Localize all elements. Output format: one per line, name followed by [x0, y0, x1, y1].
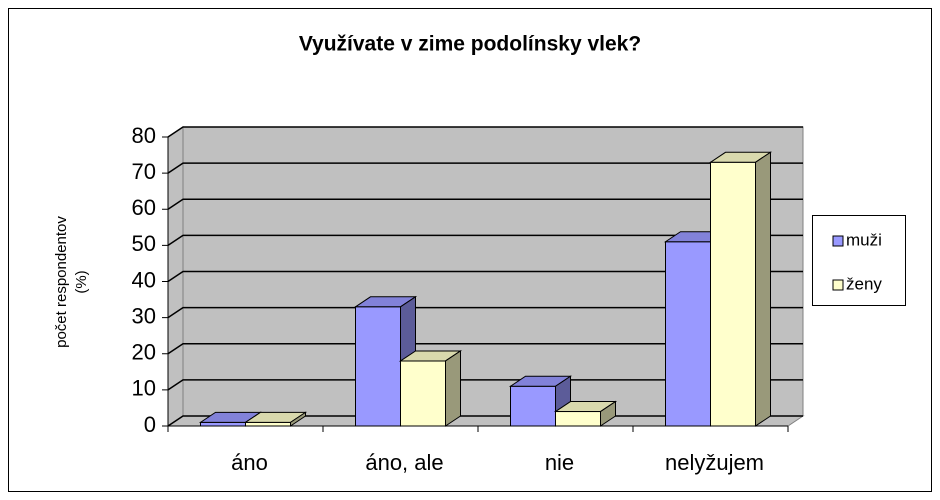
y-axis-title-line: počet respondentov: [53, 216, 70, 348]
x-tick-label: nie: [545, 450, 574, 475]
x-tick-label: áno: [231, 450, 268, 475]
grid-line: [167, 379, 803, 391]
grid-line: [167, 126, 803, 138]
legend-label: muži: [846, 230, 882, 249]
bar-front: [245, 421, 291, 427]
legend-label: ženy: [846, 274, 882, 293]
legend-swatch: [832, 235, 844, 247]
bar-front: [510, 385, 556, 427]
grid-line: [167, 234, 803, 246]
grid-line: [167, 162, 803, 174]
bar-front: [710, 161, 756, 427]
y-tick-label: 0: [144, 412, 156, 437]
y-tick-label: 80: [132, 123, 156, 148]
legend-box: [812, 215, 906, 306]
bar-side: [600, 400, 616, 427]
y-tick-label: 30: [132, 303, 156, 328]
x-tick-label: nelyžujem: [665, 450, 764, 475]
grid-line: [167, 198, 803, 210]
y-tick-label: 40: [132, 267, 156, 292]
bar-front: [200, 421, 246, 427]
grid-line: [167, 306, 803, 319]
y-tick-label: 70: [132, 159, 156, 184]
bar-side: [445, 350, 461, 427]
chart-title: Využívate v zime podolínsky vlek?: [299, 33, 641, 56]
grid-line: [167, 343, 803, 355]
bar-front: [400, 360, 446, 427]
legend-swatch: [832, 279, 844, 291]
bar-front: [355, 306, 401, 427]
bar-side: [290, 411, 306, 427]
bar-front: [665, 241, 711, 427]
y-tick-label: 60: [132, 195, 156, 220]
y-tick-label: 10: [132, 376, 156, 401]
bar-side: [755, 151, 771, 427]
y-axis-title-line: (%): [73, 270, 90, 293]
y-tick-label: 50: [132, 231, 156, 256]
bar-front: [555, 411, 601, 427]
grid-line: [167, 270, 803, 283]
y-tick-label: 20: [132, 340, 156, 365]
y-axis-title: počet respondentov (%): [53, 216, 90, 348]
x-tick-label: áno, ale: [365, 450, 443, 475]
